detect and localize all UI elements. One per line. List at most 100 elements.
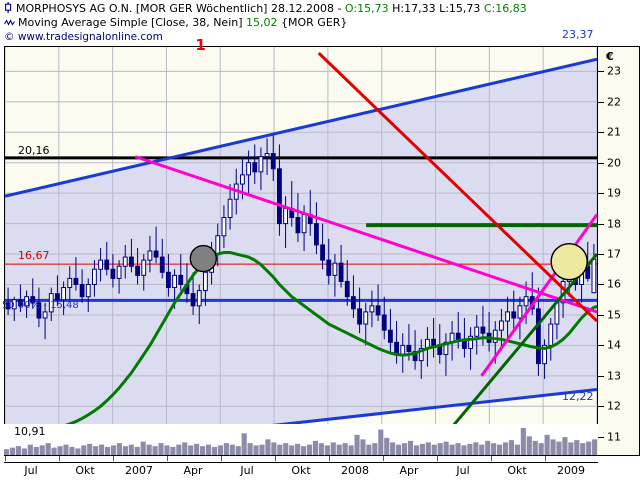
volume-bar <box>401 443 408 456</box>
volume-bar <box>431 444 437 456</box>
price-axis-label-16: 16 <box>607 277 621 291</box>
price-axis-label-19: 19 <box>607 186 621 200</box>
price-axis-tick <box>598 162 604 164</box>
volume-bar <box>164 445 170 456</box>
volume-bar <box>122 446 128 456</box>
volume-bar <box>306 444 313 456</box>
date-axis-tick <box>221 456 222 461</box>
volume-bar <box>586 441 592 456</box>
price-axis-tick <box>598 284 604 286</box>
volume-bar <box>93 446 99 456</box>
volume-plot-canvas <box>4 424 598 456</box>
volume-bar <box>200 446 206 456</box>
volume-bar <box>223 443 229 456</box>
volume-bar <box>194 443 200 456</box>
price-axis-tick <box>598 132 604 134</box>
volume-bar <box>39 445 45 456</box>
date-axis-line <box>4 462 598 463</box>
volume-bar <box>75 448 81 456</box>
date-axis-tick <box>545 456 546 461</box>
indicator-suffix: {MOR GER} <box>277 16 348 29</box>
volume-bar <box>449 444 455 456</box>
volume-bar <box>360 439 366 456</box>
date-axis-tick <box>5 456 6 461</box>
volume-bar <box>235 446 241 456</box>
volume-bar <box>295 443 301 456</box>
volume-bar <box>473 442 479 456</box>
volume-bar <box>253 445 259 456</box>
volume-bar <box>407 440 414 456</box>
volume-plot <box>4 424 598 456</box>
volume-bar <box>520 428 526 456</box>
volume-bar <box>116 443 122 456</box>
label-resistance: 20,16 <box>18 143 50 157</box>
instrument-title: MORPHOSYS AG O.N. [MOR GER Wöchentlich] … <box>16 2 345 15</box>
date-axis-tick <box>113 456 114 461</box>
volume-bar <box>4 449 10 456</box>
volume-bar <box>467 443 473 456</box>
label-fib-red: 16,67 <box>18 249 50 263</box>
volume-bar <box>9 447 16 456</box>
volume-bar <box>574 440 580 456</box>
volume-bar <box>514 444 520 456</box>
date-axis-label-Jul: Jul <box>24 464 38 477</box>
price-axis-label-17: 17 <box>607 247 621 261</box>
price-plot <box>4 46 598 456</box>
volume-bar <box>277 444 283 456</box>
label-fib-blue: 50,00% - 15,48 <box>2 300 79 312</box>
volume-bar <box>289 445 295 456</box>
close-value: C:16,83 <box>483 2 527 15</box>
volume-bar <box>348 445 354 456</box>
volume-bar <box>461 445 467 456</box>
date-axis-tick <box>491 456 492 461</box>
wave-label-1: 1 <box>195 36 206 54</box>
price-axis-label-20: 20 <box>607 156 621 170</box>
price-axis-tick <box>598 314 604 316</box>
indicator-row: Moving Average Simple [Close, 38, Nein] … <box>4 16 347 30</box>
date-axis-label-Apr: Apr <box>399 464 419 477</box>
volume-bar <box>241 433 247 456</box>
volume-bar <box>491 443 497 456</box>
indicator-title: Moving Average Simple [Close, 38, Nein] <box>18 16 247 29</box>
price-axis-tick <box>598 223 604 225</box>
label-support: 10,91 <box>14 425 46 439</box>
date-axis-tick <box>275 456 276 461</box>
volume-bar <box>336 444 342 456</box>
volume-bar <box>562 437 568 456</box>
volume-bar <box>146 444 152 456</box>
date-axis-label-2008: 2008 <box>341 464 369 477</box>
date-axis: Jul Okt 2007 Apr Jul Okt 2008 Apr Jul Okt 2009 <box>4 456 640 480</box>
volume-bar <box>15 446 22 456</box>
price-axis-label-12: 12 <box>607 399 621 413</box>
pivot-marker-gray <box>189 244 218 273</box>
date-axis-tick <box>329 456 330 461</box>
volume-bar <box>425 442 431 456</box>
volume-bar <box>372 443 378 456</box>
volume-bar <box>27 444 33 456</box>
volume-bar <box>170 446 176 456</box>
volume-bar <box>437 443 443 456</box>
volume-bar <box>69 446 75 456</box>
volume-bar <box>51 447 57 456</box>
price-axis: € 23 22 21 20 19 18 17 16 15 14 13 12 11 <box>598 46 640 456</box>
price-axis-label-23: 23 <box>607 64 621 78</box>
date-axis-tick <box>167 456 168 461</box>
volume-bar <box>205 444 212 456</box>
volume-bar <box>354 434 360 456</box>
volume-bar <box>271 442 277 456</box>
price-axis-label-18: 18 <box>607 217 621 231</box>
volume-bar <box>99 444 105 456</box>
date-axis-label-2009: 2009 <box>557 464 585 477</box>
date-axis-tick <box>437 456 438 461</box>
trend-downtrend-red <box>317 52 597 323</box>
volume-bar <box>152 446 158 456</box>
chart-header: MORPHOSYS AG O.N. [MOR GER Wöchentlich] … <box>0 0 640 44</box>
date-axis-tick <box>383 456 384 461</box>
volume-bar <box>188 445 194 456</box>
date-axis-label-Jul: Jul <box>240 464 254 477</box>
price-axis-label-13: 13 <box>607 369 621 383</box>
volume-bar <box>390 442 396 456</box>
volume-bar <box>384 437 390 456</box>
volume-bar <box>485 440 491 456</box>
price-axis-tick <box>598 375 604 377</box>
